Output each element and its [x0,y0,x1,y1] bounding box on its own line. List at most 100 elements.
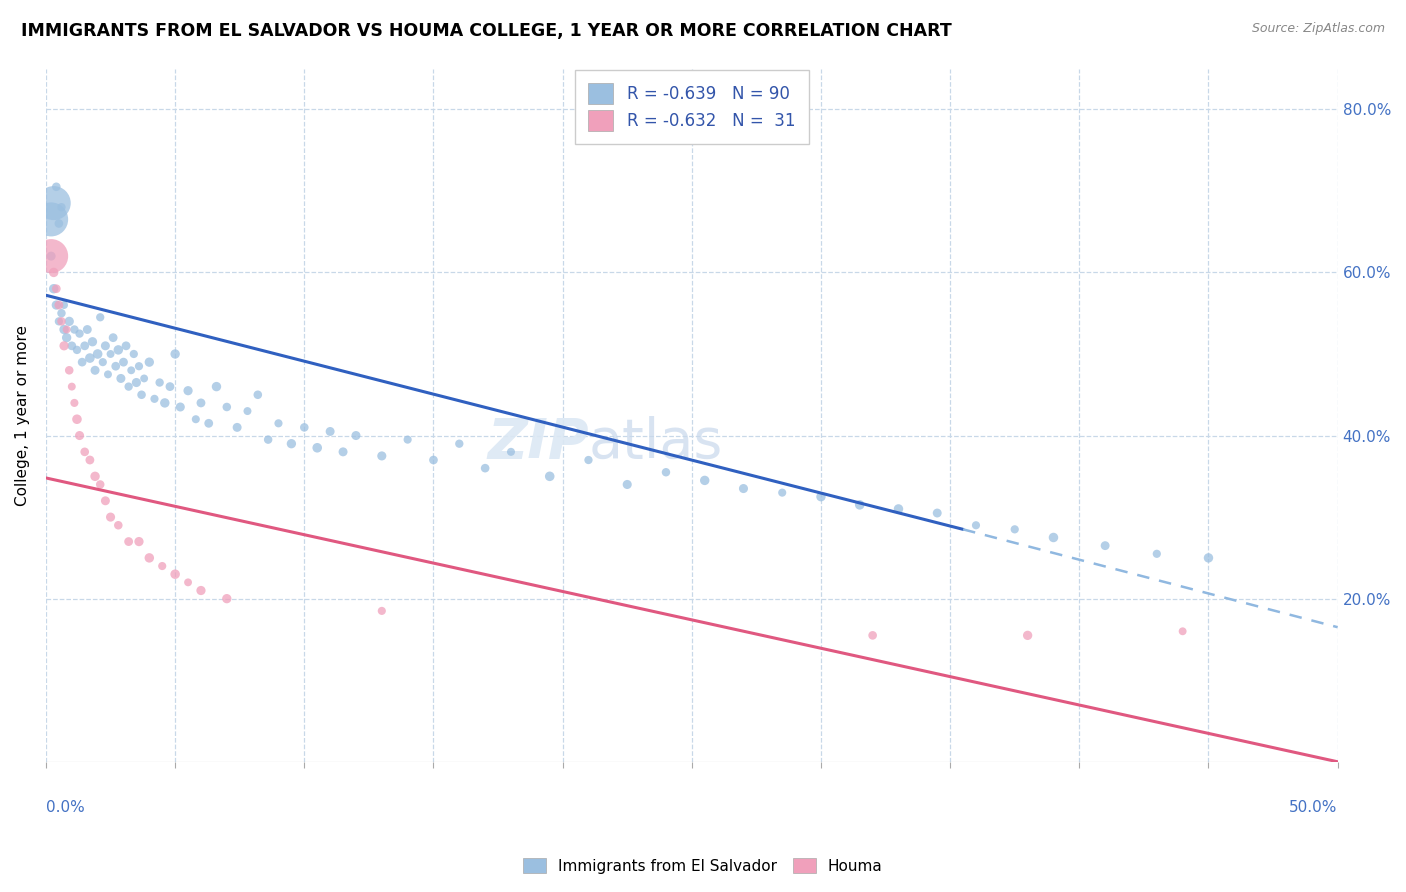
Point [60,379,83,393]
Point [51,314,73,328]
Point [319,425,342,439]
Point [215,591,238,606]
Point [499,445,522,459]
Point [693,474,716,488]
Point [165,347,187,361]
Point [122,347,145,361]
Point [42,265,65,279]
Point [51,306,73,320]
Point [246,388,269,402]
Point [94,493,117,508]
Point [134,371,156,385]
Point [107,518,129,533]
Point [39,249,62,263]
Point [63,396,86,410]
Point [45,282,67,296]
Point [115,339,138,353]
Point [422,453,444,467]
Point [58,314,80,328]
Point [55,331,77,345]
Point [371,604,394,618]
Point [810,490,832,504]
Point [205,379,228,393]
Point [655,465,678,479]
Point [86,347,108,361]
Point [344,428,367,442]
Point [128,534,150,549]
Point [165,567,187,582]
Text: ZIP: ZIP [486,416,589,470]
Point [887,502,910,516]
Point [84,469,107,483]
Point [138,355,160,369]
Text: 0.0%: 0.0% [46,800,84,815]
Point [965,518,987,533]
Text: 50.0%: 50.0% [1289,800,1337,815]
Point [42,282,65,296]
Point [1171,624,1194,639]
Point [42,196,65,211]
Point [53,298,76,312]
Point [177,384,200,398]
Point [117,534,139,549]
Point [257,433,280,447]
Legend: R = -0.639   N = 90, R = -0.632   N =  31: R = -0.639 N = 90, R = -0.632 N = 31 [575,70,808,144]
Point [770,485,793,500]
Point [69,326,91,341]
Point [53,339,76,353]
Point [110,371,132,385]
Point [97,368,120,382]
Point [215,400,238,414]
Point [117,379,139,393]
Point [76,322,98,336]
Point [39,212,62,227]
Point [100,347,122,361]
Point [280,436,302,450]
Point [79,351,101,365]
Point [138,550,160,565]
Point [89,310,111,325]
Point [128,359,150,374]
Point [1094,539,1116,553]
Text: atlas: atlas [589,416,723,470]
Point [474,461,496,475]
Point [292,420,315,434]
Point [125,376,148,390]
Point [177,575,200,590]
Point [236,404,259,418]
Point [45,179,67,194]
Point [396,433,419,447]
Point [91,355,114,369]
Point [63,322,86,336]
Point [45,298,67,312]
Y-axis label: College, 1 year or more: College, 1 year or more [15,325,30,506]
Point [131,388,153,402]
Point [51,200,73,214]
Point [449,436,471,450]
Legend: Immigrants from El Salvador, Houma: Immigrants from El Salvador, Houma [517,852,889,880]
Point [307,441,329,455]
Point [1017,628,1039,642]
Point [69,428,91,442]
Point [332,445,354,459]
Point [70,355,93,369]
Point [226,420,249,434]
Text: IMMIGRANTS FROM EL SALVADOR VS HOUMA COLLEGE, 1 YEAR OR MORE CORRELATION CHART: IMMIGRANTS FROM EL SALVADOR VS HOUMA COL… [21,22,952,40]
Point [1004,522,1026,536]
Point [82,334,104,349]
Text: Source: ZipAtlas.com: Source: ZipAtlas.com [1251,22,1385,36]
Point [848,498,870,512]
Point [53,322,76,336]
Point [150,559,173,574]
Point [100,510,122,524]
Point [538,469,561,483]
Point [89,477,111,491]
Point [66,343,89,357]
Point [733,482,755,496]
Point [48,217,70,231]
Point [371,449,394,463]
Point [862,628,884,642]
Point [48,298,70,312]
Point [60,339,83,353]
Point [927,506,949,520]
